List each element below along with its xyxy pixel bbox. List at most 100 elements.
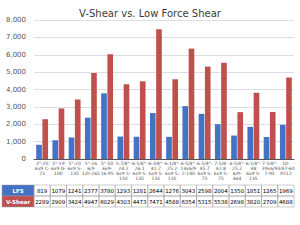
svg-text:2377: 2377 <box>84 188 98 194</box>
svg-text:135: 135 <box>249 176 258 181</box>
svg-text:25.2: 25.2 <box>232 166 243 171</box>
svg-text:6/9: 6/9 <box>87 166 95 171</box>
svg-text:7,000: 7,000 <box>6 33 26 41</box>
svg-text:6-1/8"-: 6-1/8"- <box>164 161 180 166</box>
svg-text:26.1: 26.1 <box>134 166 145 171</box>
svg-text:135: 135 <box>135 176 144 181</box>
svg-text:1079: 1079 <box>51 188 65 194</box>
svg-text:45.7: 45.7 <box>199 166 210 171</box>
svg-text:6-1/8"-: 6-1/8"- <box>245 161 262 166</box>
svg-text:4,000: 4,000 <box>6 86 26 94</box>
svg-text:4473: 4473 <box>133 199 147 205</box>
svg-text:75: 75 <box>218 176 224 181</box>
svg-text:1969: 1969 <box>279 188 293 194</box>
svg-text:6x9 S-: 6x9 S- <box>197 171 212 176</box>
svg-text:3"-20: 3"-20 <box>36 161 49 166</box>
svg-text:6x9 S-: 6x9 S- <box>116 171 131 176</box>
svg-text:6x9 S-: 6x9 S- <box>67 166 82 171</box>
svg-text:8,000: 8,000 <box>6 16 26 24</box>
svg-text:5538: 5538 <box>214 199 228 205</box>
svg-text:2,000: 2,000 <box>6 120 26 128</box>
svg-text:6-5/8"-: 6-5/8"- <box>131 161 148 166</box>
svg-text:41.7: 41.7 <box>150 166 161 171</box>
svg-text:LFS: LFS <box>12 188 23 194</box>
svg-text:V-Shear vs. Low Force Shear: V-Shear vs. Low Force Shear <box>79 8 222 19</box>
svg-text:42.8: 42.8 <box>215 166 226 171</box>
svg-text:3820: 3820 <box>246 199 260 205</box>
svg-text:1293: 1293 <box>116 188 130 194</box>
svg-text:135: 135 <box>152 176 161 181</box>
svg-text:25.2: 25.2 <box>167 166 178 171</box>
svg-text:150: 150 <box>119 176 128 181</box>
svg-text:4303: 4303 <box>116 199 130 205</box>
svg-text:5"-26: 5"-26 <box>84 161 97 166</box>
svg-text:7471: 7471 <box>149 199 163 205</box>
svg-text:6,000: 6,000 <box>6 51 26 59</box>
svg-text:819: 819 <box>37 188 48 194</box>
svg-text:10-: 10- <box>282 161 290 166</box>
svg-text:1241: 1241 <box>68 188 82 194</box>
svg-text:100: 100 <box>54 171 63 176</box>
svg-text:24.2: 24.2 <box>118 166 129 171</box>
svg-text:6354: 6354 <box>181 199 195 205</box>
svg-text:V-Shear: V-Shear <box>6 199 30 205</box>
svg-text:16.95: 16.95 <box>101 171 114 176</box>
svg-text:14x6/9: 14x6/9 <box>180 166 197 171</box>
svg-text:6x9 C-: 6x9 C- <box>34 166 50 171</box>
svg-text:7-5/8-: 7-5/8- <box>214 161 228 166</box>
svg-text:3,000: 3,000 <box>6 103 26 111</box>
svg-text:1276: 1276 <box>165 188 179 194</box>
svg-text:2644: 2644 <box>149 188 163 194</box>
svg-text:6029: 6029 <box>100 199 114 205</box>
svg-text:6x9 S-: 6x9 S- <box>246 171 261 176</box>
svg-text:3043: 3043 <box>181 188 195 194</box>
svg-text:1,000: 1,000 <box>6 138 26 146</box>
svg-text:2-140: 2-140 <box>182 171 195 176</box>
svg-text:P212: P212 <box>280 171 291 176</box>
svg-text:2598: 2598 <box>198 188 212 194</box>
svg-text:5"-19: 5"-19 <box>52 161 65 166</box>
svg-text:2289: 2289 <box>35 199 49 205</box>
svg-text:5-7/8"-: 5-7/8"- <box>115 161 132 166</box>
svg-text:6x9-: 6x9- <box>102 166 113 171</box>
svg-text:2004: 2004 <box>214 188 228 194</box>
svg-text:4588: 4588 <box>165 199 179 205</box>
svg-text:135: 135 <box>70 171 79 176</box>
svg-text:75: 75 <box>202 176 208 181</box>
svg-text:464: 464 <box>233 176 242 181</box>
svg-text:1350: 1350 <box>230 188 244 194</box>
svg-text:5"-20: 5"-20 <box>68 161 81 166</box>
svg-text:3424: 3424 <box>68 199 82 205</box>
svg-text:135: 135 <box>168 176 177 181</box>
svg-text:6-5/8"-: 6-5/8"- <box>229 161 245 166</box>
svg-text:6x9 S-: 6x9 S- <box>213 171 228 176</box>
svg-text:2709: 2709 <box>263 199 277 205</box>
svg-text:4688: 4688 <box>279 199 293 205</box>
svg-text:6x9 S-: 6x9 S- <box>165 171 180 176</box>
svg-text:6x9 S-: 6x9 S- <box>148 171 163 176</box>
svg-text:5"-50: 5"-50 <box>101 161 114 166</box>
svg-text:6-3/8"-: 6-3/8"- <box>148 161 164 166</box>
svg-text:7-95: 7-95 <box>265 171 275 176</box>
svg-text:5,000: 5,000 <box>6 68 26 76</box>
svg-text:4947: 4947 <box>84 199 98 205</box>
svg-text:39x6/9: 39x6/9 <box>261 166 278 171</box>
svg-text:2698: 2698 <box>230 199 244 205</box>
svg-text:2909: 2909 <box>51 199 65 205</box>
svg-text:75: 75 <box>39 171 45 176</box>
svg-text:3/47-60: 3/47-60 <box>277 166 295 171</box>
svg-text:7-5/8"-: 7-5/8"- <box>261 161 278 166</box>
svg-text:3780: 3780 <box>100 188 114 194</box>
svg-text:1851: 1851 <box>246 188 260 194</box>
svg-text:6-5/8"-: 6-5/8"- <box>196 161 213 166</box>
svg-text:6-5/8"-: 6-5/8"- <box>180 161 197 166</box>
svg-text:6x9 S-: 6x9 S- <box>132 171 147 176</box>
svg-text:1281: 1281 <box>133 188 147 194</box>
svg-text:1/D-265: 1/D-265 <box>82 171 100 176</box>
svg-text:6/9-: 6/9- <box>232 171 242 176</box>
svg-text:48: 48 <box>250 166 257 171</box>
svg-text:5315: 5315 <box>198 199 212 205</box>
svg-text:1265: 1265 <box>263 188 277 194</box>
svg-text:6x9 G-: 6x9 G- <box>50 166 66 171</box>
svg-text:0: 0 <box>22 155 26 163</box>
